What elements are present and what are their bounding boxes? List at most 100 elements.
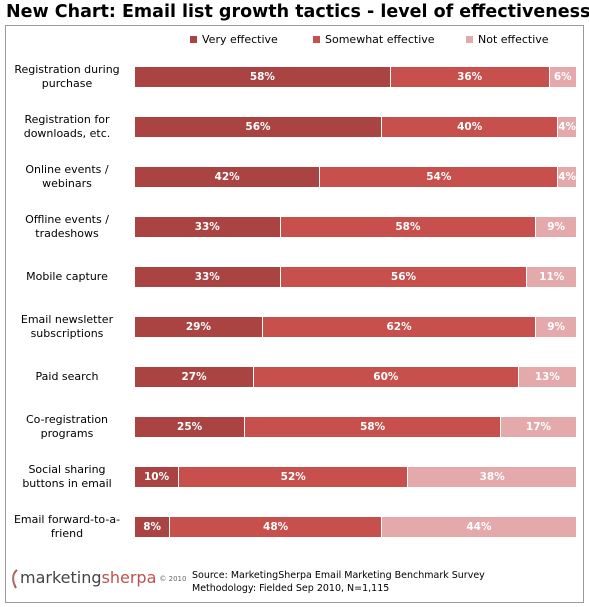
data-label: 56% <box>390 271 417 283</box>
bar-segment: 33% <box>135 217 281 237</box>
data-label: 6% <box>553 71 572 83</box>
data-label: 33% <box>194 221 220 233</box>
category-label: Registration during purchase <box>8 63 126 91</box>
legend-label: Not effective <box>478 33 549 46</box>
bar-row: 27% 60% 13% <box>135 367 576 387</box>
bar-segment: 25% <box>135 417 246 437</box>
category-label: Registration for downloads, etc. <box>8 113 126 141</box>
bar-segment: 10% <box>135 467 180 487</box>
category-label-line: buttons in email <box>22 477 112 490</box>
category-label-line: subscriptions <box>30 327 104 340</box>
legend-label: Somewhat effective <box>325 33 435 46</box>
category-label-line: Email newsletter <box>20 313 114 326</box>
data-label: 44% <box>466 521 492 533</box>
category-label-line: Online events / <box>25 163 109 176</box>
bar-segment: 56% <box>135 117 382 137</box>
data-label: 25% <box>177 421 203 433</box>
category-label-line: purchase <box>41 77 93 90</box>
data-label: 29% <box>185 321 211 333</box>
data-label: 56% <box>245 121 271 133</box>
bar-segment: 44% <box>381 517 576 537</box>
data-label: 13% <box>534 371 560 383</box>
bar-segment: 11% <box>527 267 576 287</box>
data-label: 62% <box>386 321 412 333</box>
legend-item: Very effective <box>190 33 278 46</box>
category-label-line: Co-registration <box>25 413 109 426</box>
data-label: 27% <box>181 371 207 383</box>
logo-mark-icon <box>12 568 18 588</box>
category-label-line: downloads, etc. <box>23 127 111 140</box>
logo-text-part1: marketing <box>20 568 102 587</box>
category-label: Email newsletter subscriptions <box>8 313 126 341</box>
category-label-line: programs <box>40 427 94 440</box>
data-label: 38% <box>479 471 505 483</box>
logo-copyright: © 2010 <box>159 574 187 583</box>
category-label: Online events / webinars <box>8 163 126 191</box>
category-label-line: tradeshows <box>35 227 99 240</box>
bar-segment: 40% <box>381 117 559 137</box>
bar-segment: 58% <box>135 67 391 87</box>
data-label: 52% <box>280 471 306 483</box>
data-label: 4% <box>558 121 576 133</box>
bar-segment: 29% <box>135 317 263 337</box>
category-label: Social sharing buttons in email <box>8 463 126 491</box>
bar-segment: 27% <box>135 367 255 387</box>
data-label: 9% <box>547 221 566 233</box>
category-label: Offline events / tradeshows <box>8 213 126 241</box>
category-label-line: friend <box>50 527 84 540</box>
methodology-line: Methodology: Fielded Sep 2010, N=1,115 <box>192 583 390 594</box>
bar-row: 42% 54% 4% <box>135 167 576 187</box>
data-label: 58% <box>249 71 275 83</box>
category-label-line: Email forward-to-a- <box>13 513 121 526</box>
legend-item: Somewhat effective <box>313 33 435 46</box>
bar-segment: 48% <box>170 517 382 537</box>
bar-segment: 9% <box>536 317 576 337</box>
bar-segment: 8% <box>135 517 171 537</box>
data-label: 4% <box>558 171 576 183</box>
logo-text-part2: sherpa <box>101 568 157 587</box>
data-label: 40% <box>457 121 483 133</box>
marketingsherpa-logo: marketingsherpa © 2010 <box>10 568 186 589</box>
category-label: Paid search <box>8 370 126 384</box>
bar-segment: 54% <box>320 167 559 187</box>
bar-segment: 36% <box>390 67 550 87</box>
bar-segment: 58% <box>280 217 537 237</box>
bar-segment: 52% <box>179 467 409 487</box>
category-label-line: Offline events / <box>25 213 109 226</box>
data-label: 11% <box>539 271 565 283</box>
category-label-line: Registration during <box>14 63 120 76</box>
data-label: 36% <box>457 71 483 83</box>
data-label: 8% <box>143 521 162 533</box>
data-label: 9% <box>547 321 566 333</box>
legend-swatch <box>190 36 197 43</box>
bar-row: 33% 56% 11% <box>135 267 576 287</box>
category-label-line: webinars <box>42 177 92 190</box>
bar-segment: 33% <box>135 267 281 287</box>
bar-segment: 13% <box>518 367 576 387</box>
bar-row: 58% 36% 6% <box>135 67 576 87</box>
source-note: Source: MarketingSherpa Email Marketing … <box>192 569 485 595</box>
legend-label: Very effective <box>202 33 278 46</box>
data-label: 60% <box>373 371 399 383</box>
bar-segment: 4% <box>558 117 576 137</box>
legend-item: Not effective <box>466 33 549 46</box>
bar-segment: 58% <box>245 417 502 437</box>
category-label-line: Paid search <box>35 370 99 383</box>
bar-row: 10% 52% 38% <box>135 467 576 487</box>
legend-swatch <box>313 36 320 43</box>
bar-segment: 4% <box>558 167 576 187</box>
bar-segment: 60% <box>254 367 519 387</box>
data-label: 17% <box>525 421 552 433</box>
data-label: 54% <box>426 171 452 183</box>
bar-segment: 38% <box>408 467 576 487</box>
chart-title: New Chart: Email list growth tactics - l… <box>6 2 589 22</box>
category-label-line: Mobile capture <box>26 270 108 283</box>
bar-segment: 6% <box>549 67 576 87</box>
bar-row: 56% 40% 4% <box>135 117 576 137</box>
data-label: 58% <box>395 221 421 233</box>
bar-row: 33% 58% 9% <box>135 217 576 237</box>
data-label: 48% <box>263 521 289 533</box>
bar-segment: 9% <box>536 217 576 237</box>
data-label: 42% <box>214 171 240 183</box>
source-line: Source: MarketingSherpa Email Marketing … <box>192 570 485 581</box>
